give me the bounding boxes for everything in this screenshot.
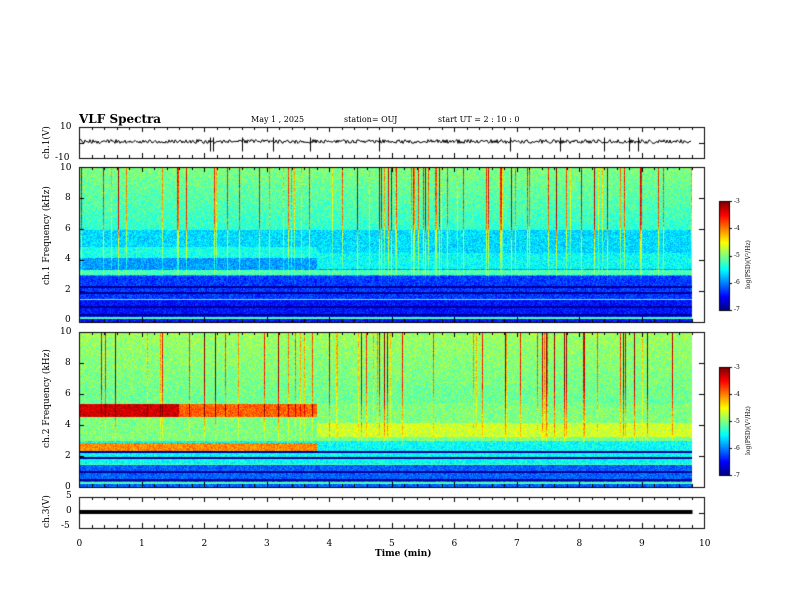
station-label: station= OUJ — [344, 115, 398, 124]
spec1-ytick-10: 10 — [60, 163, 72, 173]
ch1-ylabel: ch.1(V) — [42, 126, 52, 159]
x-tick-1: 1 — [139, 539, 145, 549]
colorbar-label: log(PSD)(V²/Hz) — [745, 406, 752, 455]
colorbar-tick: -5 — [734, 252, 740, 259]
colorbar-tick: -5 — [734, 418, 740, 425]
x-tick-10: 10 — [699, 539, 711, 549]
x-axis-label: Time (min) — [375, 549, 432, 559]
x-tick-3: 3 — [264, 539, 270, 549]
x-tick-5: 5 — [389, 539, 395, 549]
colorbar-tick: -3 — [734, 364, 740, 371]
spec1-ytick-6: 6 — [65, 224, 71, 234]
ch1-ytick-top: 10 — [60, 122, 72, 132]
ch3-ylabel: ch.3(V) — [42, 495, 52, 528]
ch3-ytick-mid: 0 — [66, 506, 72, 516]
x-tick-4: 4 — [326, 539, 333, 549]
ch3-ytick-top: 5 — [66, 491, 72, 501]
colorbar-tick: -4 — [734, 225, 740, 232]
colorbar-tick: -7 — [734, 306, 740, 313]
spec1-ytick-8: 8 — [65, 193, 71, 203]
colorbar-tick: -3 — [734, 198, 740, 205]
spec1-ytick-4: 4 — [65, 254, 71, 264]
x-tick-6: 6 — [451, 539, 458, 549]
spec2-ytick-4: 4 — [65, 420, 71, 430]
date-label: May 1 , 2025 — [251, 115, 305, 124]
x-tick-8: 8 — [576, 539, 583, 549]
colorbar-tick: -6 — [734, 445, 740, 452]
spec2-ytick-8: 8 — [65, 358, 71, 368]
figure-title: VLF Spectra — [79, 112, 162, 126]
spec1-ytick-2: 2 — [65, 285, 71, 295]
x-tick-7: 7 — [514, 539, 520, 549]
x-tick-9: 9 — [639, 539, 645, 549]
spec2-ylabel: ch.2 Frequency (kHz) — [42, 349, 52, 448]
spec2-ytick-0: 0 — [65, 482, 71, 492]
spec1-ylabel: ch.1 Frequency (kHz) — [42, 186, 52, 285]
x-tick-0: 0 — [76, 539, 83, 549]
x-tick-2: 2 — [201, 539, 208, 549]
ch1-ytick-bottom: -10 — [55, 153, 70, 163]
start-ut-label: start UT = 2 : 10 : 0 — [438, 115, 520, 124]
colorbar-label: log(PSD)(V²/Hz) — [745, 240, 752, 289]
ch3-ytick-bottom: -5 — [61, 521, 70, 531]
colorbar-tick: -4 — [734, 391, 740, 398]
spec2-ytick-10: 10 — [60, 327, 72, 337]
colorbar-tick: -7 — [734, 472, 740, 479]
spec1-ytick-0: 0 — [65, 315, 71, 325]
spec2-ytick-2: 2 — [65, 451, 71, 461]
spec2-ytick-6: 6 — [65, 389, 71, 399]
colorbar-tick: -6 — [734, 279, 740, 286]
